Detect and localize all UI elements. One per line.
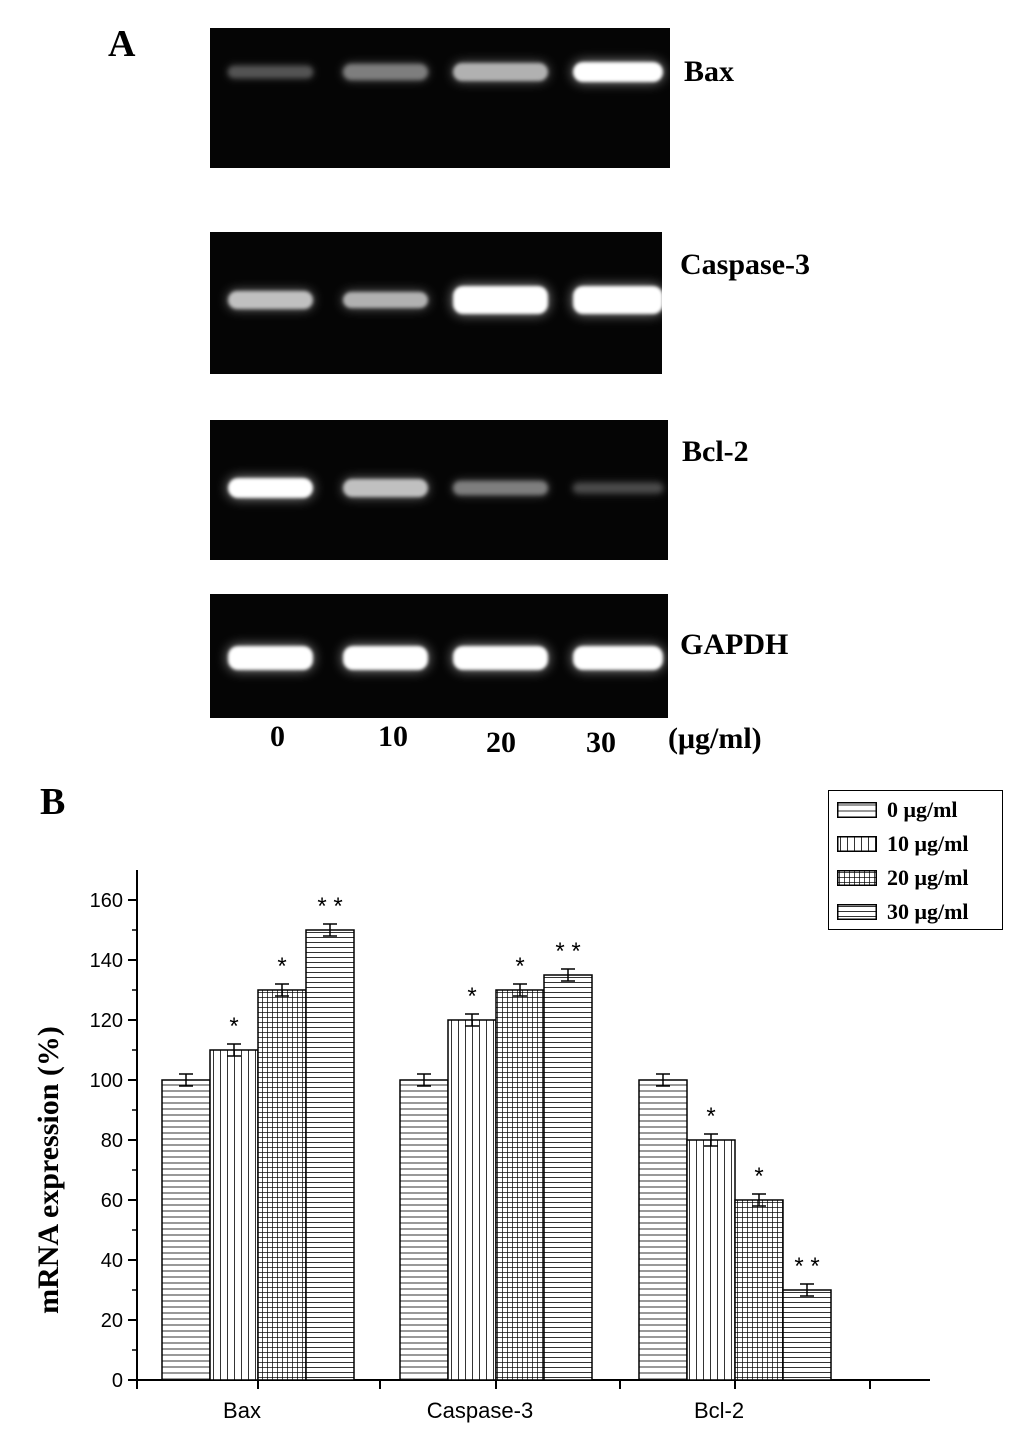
significance-marker: * xyxy=(277,953,286,980)
legend-label: 20 μg/ml xyxy=(887,865,969,890)
x-tick-label: Caspase-3 xyxy=(427,1398,533,1423)
dose-unit-label: (μg/ml) xyxy=(668,722,762,755)
legend-label: 10 μg/ml xyxy=(887,831,969,856)
legend-item: 20 μg/ml xyxy=(837,865,969,890)
gel-band xyxy=(452,481,548,495)
y-tick-label: 0 xyxy=(112,1370,123,1392)
dose-label-10: 10 xyxy=(378,720,408,753)
gel-band xyxy=(227,291,313,309)
y-tick-label: 20 xyxy=(101,1310,123,1332)
significance-marker: * xyxy=(229,1013,238,1040)
bar xyxy=(161,1079,211,1381)
y-tick-label: 100 xyxy=(90,1070,123,1092)
gel-label: Bax xyxy=(684,55,735,88)
bar xyxy=(399,1079,449,1381)
bar xyxy=(782,1289,832,1381)
significance-marker: * xyxy=(706,1103,715,1130)
gel-band xyxy=(452,646,548,670)
bar xyxy=(305,929,355,1381)
gel-band xyxy=(573,286,663,314)
bar xyxy=(686,1139,736,1381)
gel-band xyxy=(573,62,663,82)
y-tick-label: 160 xyxy=(90,890,123,912)
gel-band xyxy=(342,646,428,670)
legend-label: 0 μg/ml xyxy=(887,797,958,822)
gel-band xyxy=(227,478,313,498)
gel-band xyxy=(227,66,313,78)
gel-band xyxy=(342,479,428,497)
significance-marker: * xyxy=(754,1163,763,1190)
legend-swatch xyxy=(837,904,877,920)
bar xyxy=(734,1199,784,1381)
y-tick-label: 80 xyxy=(101,1130,123,1152)
gel-band xyxy=(452,286,548,314)
x-tick-label: Bcl-2 xyxy=(694,1398,744,1423)
dose-label-30: 30 xyxy=(586,726,616,759)
legend-swatch xyxy=(837,836,877,852)
gel-band xyxy=(342,292,428,308)
gel-band xyxy=(452,63,548,81)
legend-item: 10 μg/ml xyxy=(837,831,969,856)
panel-b-letter: B xyxy=(40,781,66,823)
dose-label-20: 20 xyxy=(486,726,516,759)
dose-label-0: 0 xyxy=(270,720,285,753)
gel-label: Caspase-3 xyxy=(680,248,811,281)
legend-item: 0 μg/ml xyxy=(837,797,958,822)
y-tick-label: 140 xyxy=(90,950,123,972)
gel-band xyxy=(227,646,313,670)
gel-label: GAPDH xyxy=(680,628,789,661)
bar xyxy=(257,989,307,1381)
gel-image-bax xyxy=(210,28,670,168)
bar xyxy=(638,1079,688,1381)
significance-marker: * xyxy=(467,983,476,1010)
bar xyxy=(209,1049,259,1381)
gel-band xyxy=(573,483,663,493)
significance-marker: * * xyxy=(317,893,342,920)
y-tick-label: 120 xyxy=(90,1010,123,1032)
legend-swatch xyxy=(837,802,877,818)
gel-band xyxy=(573,646,663,670)
legend-swatch xyxy=(837,870,877,886)
y-axis-label: mRNA expression (%) xyxy=(32,1026,65,1314)
legend-item: 30 μg/ml xyxy=(837,899,969,924)
bar-chart: 0 20 40 60 80 100 120 140 160 * * * * Bax * * * * Caspas… xyxy=(32,870,930,1423)
gel-band xyxy=(342,64,428,80)
significance-marker: * * xyxy=(555,938,580,965)
significance-marker: * * xyxy=(794,1253,819,1280)
gel-label: Bcl-2 xyxy=(682,435,749,468)
significance-marker: * xyxy=(515,953,524,980)
x-tick-label: Bax xyxy=(223,1398,261,1423)
bar xyxy=(447,1019,497,1381)
legend-label: 30 μg/ml xyxy=(887,899,969,924)
chart-legend: 0 μg/ml 10 μg/ml 20 μg/ml 30 μg/ml xyxy=(828,790,1003,930)
panel-a-letter: A xyxy=(108,23,136,65)
y-tick-label: 60 xyxy=(101,1190,123,1212)
bar xyxy=(495,989,545,1381)
bar xyxy=(543,974,593,1381)
y-tick-label: 40 xyxy=(101,1250,123,1272)
